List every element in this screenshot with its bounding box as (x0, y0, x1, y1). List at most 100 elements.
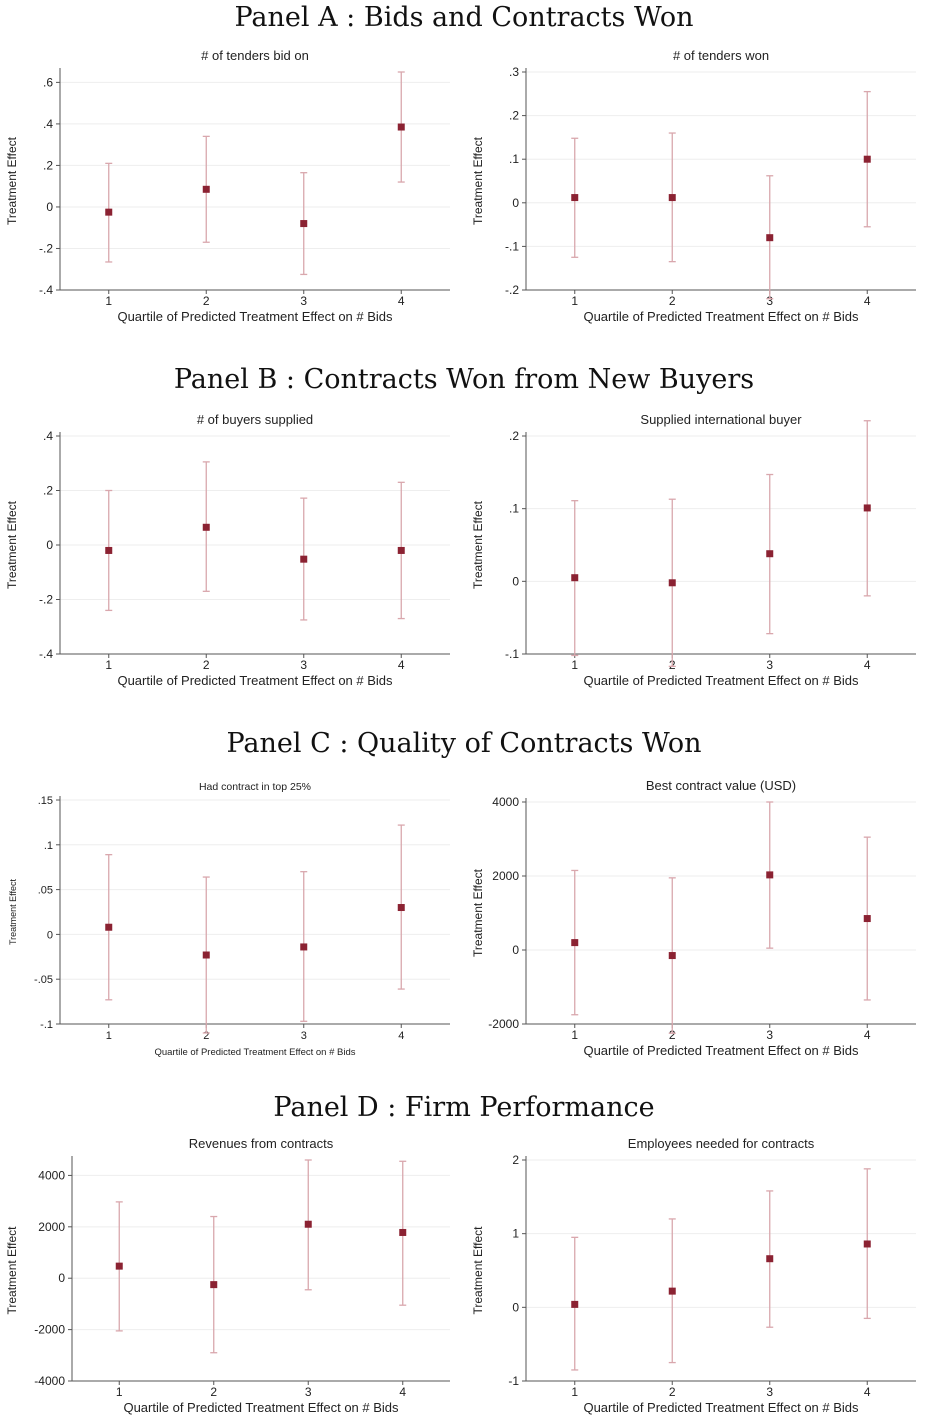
chart-best-contract-value: Best contract value (USD) -2000 0 2000 4000 1… (471, 778, 916, 1058)
data-point (766, 1255, 774, 1263)
y-tick-label: .05 (38, 885, 53, 897)
x-tick-label: 3 (766, 294, 773, 308)
panel-b-title: Panel B : Contracts Won from New Buyers (173, 364, 755, 395)
chart-international-buyer: Supplied international buyer-.10.1.21234… (471, 412, 916, 688)
y-tick-label: .2 (43, 158, 53, 172)
x-tick-label: 1 (571, 294, 578, 308)
data-point (397, 123, 405, 131)
data-point (863, 155, 871, 163)
y-tick-label: -1 (508, 1374, 519, 1388)
y-tick-label: 2000 (38, 1220, 65, 1234)
y-tick-label: -.2 (39, 593, 53, 607)
y-tick-label: 0 (512, 943, 519, 957)
y-tick-label: 0 (46, 200, 53, 214)
y-tick-label: .15 (38, 795, 53, 807)
x-axis-label: Quartile of Predicted Treatment Effect o… (583, 1400, 859, 1415)
y-axis-label: Treatment Effect (471, 1226, 485, 1315)
y-tick-label: 0 (46, 538, 53, 552)
chart-title: Had contract in top 25% (199, 781, 311, 793)
y-tick-label: 4000 (492, 795, 519, 809)
y-tick-label: -.05 (34, 974, 53, 986)
y-tick-label: -.1 (505, 647, 519, 661)
data-point (115, 1262, 123, 1270)
x-tick-label: 4 (864, 658, 871, 672)
x-tick-label: 3 (305, 1385, 312, 1399)
x-tick-label: 2 (669, 294, 676, 308)
chart-title: # of tenders bid on (201, 48, 309, 63)
x-tick-label: 2 (210, 1385, 217, 1399)
data-point (397, 546, 405, 554)
data-point (571, 939, 579, 947)
chart-tenders-won: # of tenders won -.2 -.1 0 .1 .2 .3 1 2 3 4 Quartil… (471, 48, 916, 324)
y-tick-label: 0 (512, 1300, 519, 1314)
data-point (399, 1228, 407, 1236)
chart-title: # of buyers supplied (197, 412, 313, 427)
x-tick-label: 2 (669, 1028, 676, 1042)
y-axis-label: Treatment Effect (5, 136, 19, 225)
x-tick-label: 4 (398, 658, 405, 672)
y-tick-label: 2000 (492, 869, 519, 883)
y-tick-label: -2000 (488, 1017, 519, 1031)
data-point (300, 220, 308, 228)
x-tick-label: 4 (398, 294, 405, 308)
chart-title: Employees needed for contracts (628, 1136, 815, 1151)
x-tick-label: 1 (105, 294, 112, 308)
data-point (766, 234, 774, 242)
y-axis-label: Treatment Effect (471, 868, 485, 957)
x-tick-label: 3 (300, 294, 307, 308)
x-axis-label: Quartile of Predicted Treatment Effect o… (583, 673, 859, 688)
x-axis-label: Quartile of Predicted Treatment Effect o… (154, 1047, 355, 1058)
x-tick-label: 4 (399, 1385, 406, 1399)
panel-c-title: Panel C : Quality of Contracts Won (226, 728, 702, 759)
y-tick-label: 0 (512, 196, 519, 210)
x-tick-label: 4 (864, 294, 871, 308)
panel-a-title: Panel A : Bids and Contracts Won (234, 2, 694, 33)
y-tick-label: 0 (512, 574, 519, 588)
y-axis-label: Treatment Effect (5, 500, 19, 589)
chart-tenders-bid-on: # of tenders bid on -.4 -.2 0 .2 .4 .6 1 2 3 4 Quar… (5, 48, 450, 324)
x-tick-label: 1 (571, 1028, 578, 1042)
data-point (863, 1240, 871, 1248)
data-point (571, 1300, 579, 1308)
y-tick-label: -.2 (505, 283, 519, 297)
y-tick-label: .4 (43, 429, 53, 443)
data-point (300, 943, 308, 951)
y-tick-label: .6 (43, 75, 53, 89)
y-tick-label: 0 (47, 929, 53, 941)
y-tick-label: .4 (43, 117, 53, 131)
y-tick-label: .2 (509, 429, 519, 443)
x-tick-label: 2 (203, 294, 210, 308)
x-tick-label: 1 (116, 1385, 123, 1399)
data-point (300, 555, 308, 563)
x-axis-label: Quartile of Predicted Treatment Effect o… (117, 673, 393, 688)
y-tick-label: .3 (509, 65, 519, 79)
x-tick-label: 1 (571, 658, 578, 672)
chart-revenues: Revenues from contracts -4000 -2000 0 2000 40… (5, 1136, 450, 1415)
data-point (105, 208, 113, 216)
panel-d-title: Panel D : Firm Performance (273, 1092, 655, 1123)
data-point (863, 504, 871, 512)
x-tick-label: 1 (105, 658, 112, 672)
data-point (202, 185, 210, 193)
x-axis-label: Quartile of Predicted Treatment Effect o… (123, 1400, 399, 1415)
y-tick-label: -.1 (40, 1019, 53, 1031)
data-point (397, 904, 405, 912)
data-point (668, 952, 676, 960)
chart-title: Best contract value (USD) (646, 778, 796, 793)
data-point (668, 1287, 676, 1295)
data-point (668, 194, 676, 202)
x-tick-label: 3 (766, 1028, 773, 1042)
chart-title: Supplied international buyer (640, 412, 802, 427)
y-tick-label: .1 (509, 502, 519, 516)
data-point (202, 523, 210, 531)
data-point (863, 915, 871, 923)
data-point (202, 951, 210, 959)
y-tick-label: 4000 (38, 1168, 65, 1182)
data-point (766, 871, 774, 879)
y-axis-label: Treatment Effect (471, 500, 485, 589)
data-point (668, 579, 676, 587)
y-tick-label: .1 (44, 840, 53, 852)
y-tick-label: -.1 (505, 239, 519, 253)
y-axis-label: Treatment Effect (5, 1226, 19, 1315)
x-tick-label: 3 (766, 1385, 773, 1399)
